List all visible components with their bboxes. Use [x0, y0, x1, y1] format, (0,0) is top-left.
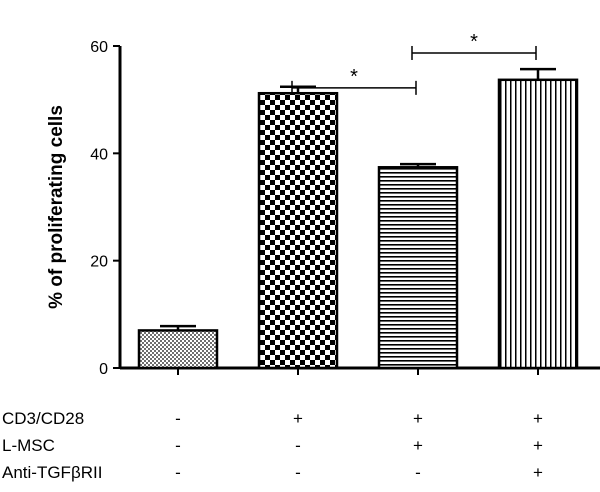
condition-table: CD3/CD28 - + + + L-MSC - - + + Anti-TGFβRII - - - +	[2, 409, 543, 482]
bar	[137, 329, 219, 370]
bar	[257, 91, 339, 370]
y-ticks: 0 20 40 60	[90, 39, 120, 378]
significance-label: *	[470, 31, 478, 53]
y-tick-label: 0	[99, 361, 108, 378]
error-bars	[160, 67, 556, 331]
error-bar	[520, 67, 556, 80]
condition-sign: -	[295, 463, 301, 482]
condition-label: L-MSC	[2, 436, 55, 455]
condition-sign: -	[415, 463, 421, 482]
condition-row: CD3/CD28 - + + +	[2, 409, 543, 428]
y-axis: 0 20 40 60 % of proliferating cells	[46, 39, 122, 378]
significance-bracket: *	[411, 31, 537, 60]
bar	[497, 78, 579, 370]
condition-sign: +	[533, 409, 543, 428]
bar	[377, 166, 459, 370]
condition-row: L-MSC - - + +	[2, 436, 543, 455]
condition-sign: +	[413, 436, 423, 455]
y-tick-label: 40	[90, 146, 108, 163]
condition-sign: -	[175, 463, 181, 482]
condition-row: Anti-TGFβRII - - - +	[2, 463, 543, 482]
significance-annotations: **	[291, 31, 537, 95]
significance-label: *	[350, 66, 358, 88]
condition-sign: -	[175, 436, 181, 455]
y-tick-label: 60	[90, 39, 108, 56]
condition-label: CD3/CD28	[2, 409, 84, 428]
condition-sign: +	[293, 409, 303, 428]
condition-sign: +	[533, 463, 543, 482]
significance-bracket: *	[291, 66, 417, 95]
condition-sign: -	[175, 409, 181, 428]
condition-sign: +	[533, 436, 543, 455]
error-bar	[160, 324, 196, 331]
bars	[137, 78, 579, 370]
condition-label: Anti-TGFβRII	[2, 463, 102, 482]
condition-sign: +	[413, 409, 423, 428]
condition-sign: -	[295, 436, 301, 455]
error-bar	[400, 162, 436, 168]
y-tick-label: 20	[90, 254, 108, 271]
y-axis-label: % of proliferating cells	[46, 105, 67, 309]
